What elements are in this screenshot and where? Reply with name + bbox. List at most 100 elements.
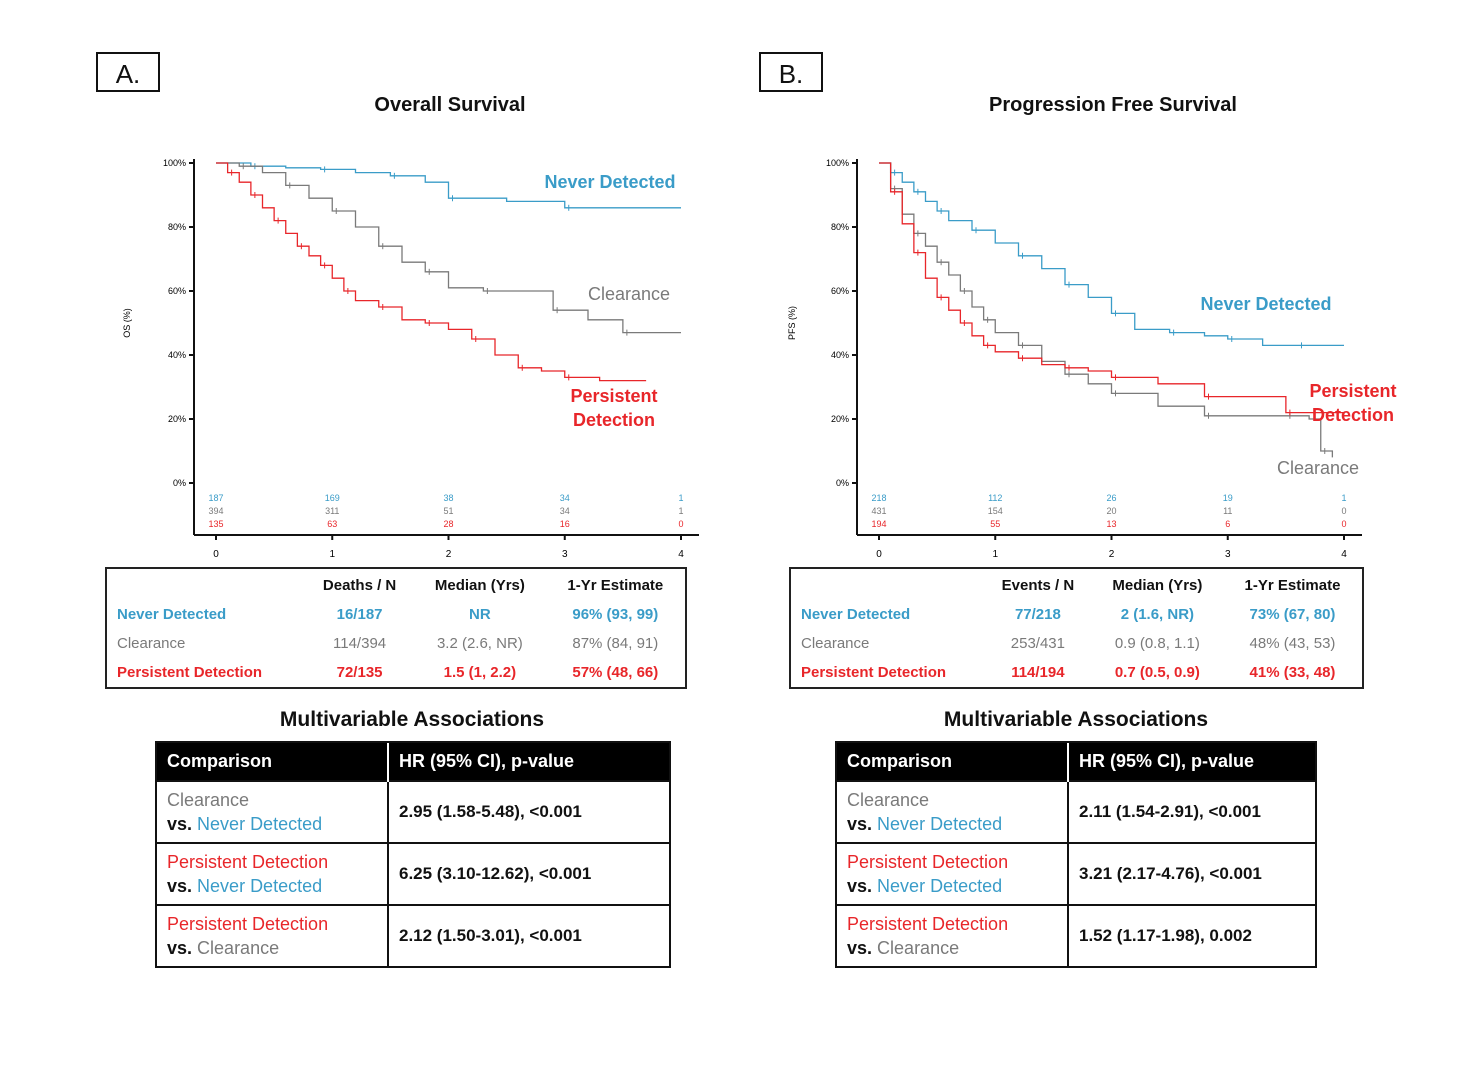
mv-group-a: Persistent Detection <box>847 852 1009 872</box>
curve-label-never: Never Detected <box>1200 294 1331 314</box>
summary-header: 1-Yr Estimate <box>567 577 664 594</box>
summary-row-never-detected: Never Detected 77/218 2 (1.6, NR) 73% (6… <box>791 600 1362 629</box>
at-risk-count-clearance: 311 <box>325 506 339 516</box>
mv-group-b: Never Detected <box>197 814 323 834</box>
at-risk-count-never: 112 <box>988 493 1002 503</box>
y-tick-label: 60% <box>168 286 186 296</box>
mv-group-b: Never Detected <box>877 814 1003 834</box>
row-count: 114/194 <box>1011 664 1065 681</box>
km-curve-never <box>879 162 1344 347</box>
y-tick-label: 20% <box>168 414 186 424</box>
at-risk-count-clearance: 20 <box>1106 506 1116 516</box>
mv-hr: 2.95 (1.58-5.48), <0.001 <box>388 780 669 843</box>
at-risk-count-persistent: 194 <box>871 519 886 529</box>
multivariable-table: Comparison HR (95% CI), p-value Clearanc… <box>155 741 671 968</box>
y-tick-label: 40% <box>831 350 849 360</box>
summary-header: Events / N <box>1001 577 1075 594</box>
mv-header: Comparison <box>837 743 1069 781</box>
x-tick-label: 4 <box>1341 549 1347 560</box>
y-axis-label: PFS (%) <box>787 306 797 340</box>
y-tick-label: 0% <box>836 478 849 488</box>
chart-title: Overall Survival <box>374 94 526 116</box>
row-median: NR <box>469 606 491 623</box>
row-group: Clearance <box>801 635 870 652</box>
at-risk-count-never: 38 <box>443 493 453 503</box>
mv-row: Clearance vs. Never Detected 2.95 (1.58-… <box>157 780 669 843</box>
panel-label: B. <box>759 52 823 92</box>
row-count: 253/431 <box>1010 635 1065 652</box>
curve-label-persistent: Detection <box>1312 405 1394 425</box>
at-risk-count-persistent: 63 <box>327 519 337 529</box>
x-tick-label: 0 <box>876 549 882 560</box>
at-risk-count-persistent: 55 <box>990 519 1000 529</box>
row-count: 77/218 <box>1014 606 1061 623</box>
mv-group-a: Persistent Detection <box>847 914 1009 934</box>
at-risk-count-persistent: 6 <box>1225 519 1230 529</box>
at-risk-count-never: 34 <box>560 493 570 503</box>
mv-hr: 1.52 (1.17-1.98), 0.002 <box>1068 904 1315 966</box>
at-risk-count-persistent: 13 <box>1106 519 1116 529</box>
mv-row: Persistent Detection vs. Never Detected … <box>157 842 669 905</box>
mv-group-b: Clearance <box>877 938 960 958</box>
mv-group-a: Persistent Detection <box>167 914 329 934</box>
mv-header-row: Comparison HR (95% CI), p-value <box>157 743 669 781</box>
mv-comparison: Persistent Detection vs. Never Detected <box>837 842 1069 905</box>
mv-header: HR (95% CI), p-value <box>1068 743 1315 781</box>
at-risk-count-never: 169 <box>325 493 340 503</box>
at-risk-count-never: 187 <box>208 493 223 503</box>
y-tick-label: 100% <box>826 158 849 168</box>
mv-group-b: Clearance <box>197 938 280 958</box>
curve-label-persistent: Detection <box>573 410 655 430</box>
summary-header-row: Deaths / N Median (Yrs) 1-Yr Estimate <box>107 569 685 600</box>
y-tick-label: 100% <box>163 158 186 168</box>
summary-row-clearance: Clearance 253/431 0.9 (0.8, 1.1) 48% (43… <box>791 629 1362 658</box>
mv-hr: 6.25 (3.10-12.62), <0.001 <box>388 842 669 905</box>
mv-vs: vs. <box>167 938 193 958</box>
x-tick-label: 2 <box>1109 549 1115 560</box>
mv-comparison: Persistent Detection vs. Never Detected <box>157 842 389 905</box>
summary-row-never-detected: Never Detected 16/187 NR 96% (93, 99) <box>107 600 685 629</box>
at-risk-count-clearance: 51 <box>443 506 453 516</box>
x-tick-label: 2 <box>446 549 452 560</box>
x-tick-label: 4 <box>678 549 684 560</box>
y-axis-label: OS (%) <box>122 308 132 338</box>
mv-comparison: Persistent Detection vs. Clearance <box>837 904 1069 966</box>
y-tick-label: 80% <box>831 222 849 232</box>
mv-vs: vs. <box>847 814 873 834</box>
curve-label-persistent: Persistent <box>570 386 657 406</box>
at-risk-count-never: 26 <box>1106 493 1116 503</box>
at-risk-count-never: 19 <box>1223 493 1233 503</box>
row-estimate: 41% (33, 48) <box>1249 664 1336 681</box>
km-curve-never <box>216 162 681 209</box>
km-curve-persistent <box>879 162 1344 414</box>
row-median: 0.7 (0.5, 0.9) <box>1114 664 1200 681</box>
at-risk-count-persistent: 28 <box>443 519 453 529</box>
y-tick-label: 60% <box>831 286 849 296</box>
y-tick-label: 80% <box>168 222 186 232</box>
at-risk-count-clearance: 34 <box>560 506 570 516</box>
mv-group-a: Clearance <box>167 790 250 810</box>
mv-vs: vs. <box>847 876 873 896</box>
mv-group-b: Never Detected <box>877 876 1003 896</box>
at-risk-count-never: 218 <box>871 493 886 503</box>
summary-header <box>107 569 305 600</box>
x-tick-label: 1 <box>992 549 998 560</box>
row-group: Never Detected <box>117 606 227 623</box>
mv-vs: vs. <box>167 876 193 896</box>
mv-row: Clearance vs. Never Detected 2.11 (1.54-… <box>837 780 1315 843</box>
mv-row: Persistent Detection vs. Clearance 1.52 … <box>837 904 1315 966</box>
curve-label-persistent: Persistent <box>1309 381 1396 401</box>
summary-row-persistent-detection: Persistent Detection 114/194 0.7 (0.5, 0… <box>791 658 1362 687</box>
x-tick-label: 3 <box>562 549 568 560</box>
row-group: Persistent Detection <box>117 664 263 681</box>
curve-label-clearance: Clearance <box>588 284 670 304</box>
panel-progression-free-survival: B. Progression Free Survival 0% 20% 40% 60%… <box>739 0 1478 1068</box>
row-group: Clearance <box>117 635 186 652</box>
at-risk-count-persistent: 0 <box>678 519 683 529</box>
summary-table: Deaths / N Median (Yrs) 1-Yr Estimate Ne… <box>105 567 687 689</box>
mv-header: Comparison <box>157 743 389 781</box>
row-median: 2 (1.6, NR) <box>1120 606 1195 623</box>
summary-header: 1-Yr Estimate <box>1244 577 1341 594</box>
at-risk-count-never: 1 <box>1341 493 1346 503</box>
